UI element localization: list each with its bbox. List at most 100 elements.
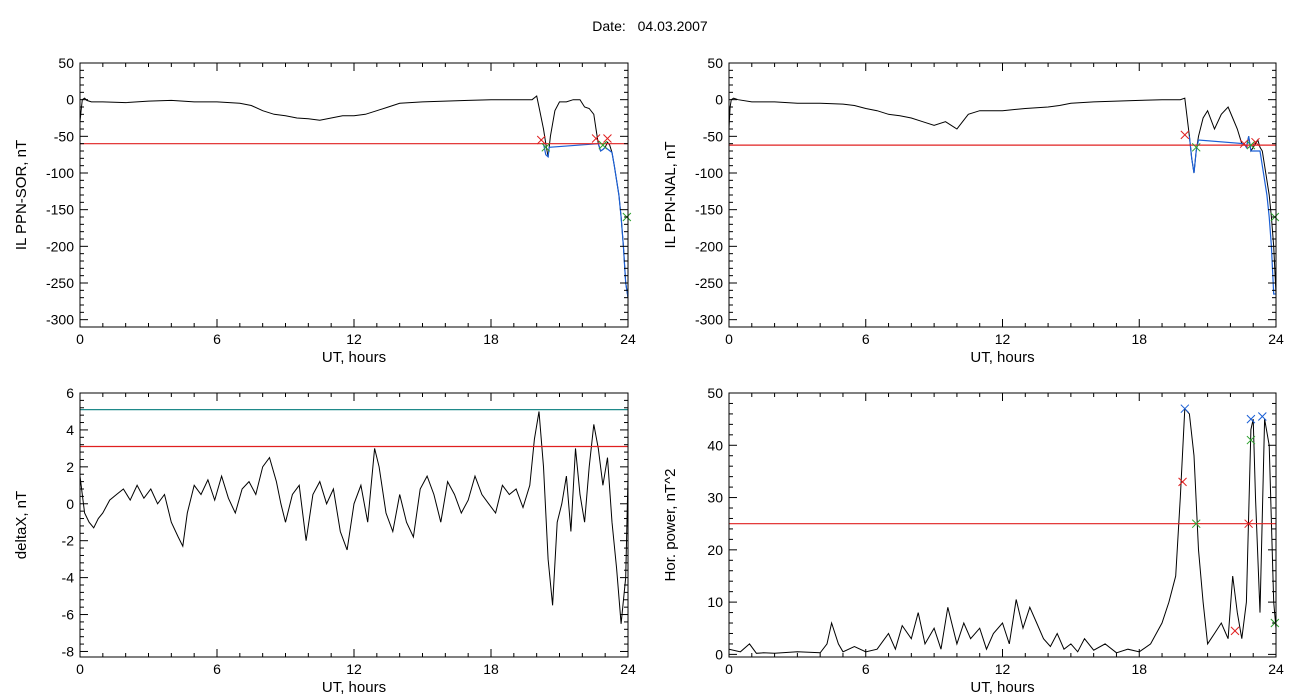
y-tick-label: -150 — [46, 202, 74, 218]
chart-panel-3: 0 6 12 18 24 6 4 2 0 -2 -4 -6 -8 UT, hours deltaX, nT — [13, 385, 636, 696]
marker-cross — [1246, 140, 1256, 150]
series-line — [80, 411, 628, 624]
y-tick-label: -200 — [695, 238, 723, 254]
marker-stroke — [1246, 435, 1256, 445]
x-tick-label: 12 — [346, 661, 362, 677]
y-tick-label: 0 — [66, 92, 74, 108]
x-axis-label: UT, hours — [322, 349, 386, 366]
y-tick-label: 40 — [707, 437, 723, 453]
x-tick-label: 18 — [483, 331, 499, 347]
y-tick-label: 50 — [58, 55, 74, 71]
marker-cross — [1191, 519, 1201, 529]
x-tick-label: 18 — [483, 661, 499, 677]
x-tick-label: 6 — [862, 331, 870, 347]
y-tick-label: -300 — [46, 312, 74, 328]
marker-stroke — [1178, 477, 1187, 487]
y-tick-label: -200 — [46, 238, 74, 254]
x-tick-label: 18 — [1131, 661, 1147, 677]
x-tick-label: 0 — [725, 331, 733, 347]
marker-cross — [1180, 130, 1190, 140]
series-line — [729, 97, 1276, 295]
x-axis-label: UT, hours — [322, 679, 386, 696]
y-tick-label: -50 — [54, 128, 74, 144]
x-tick-label: 24 — [620, 661, 636, 677]
marker-cross — [598, 140, 608, 150]
x-tick-label: 12 — [995, 331, 1011, 347]
y-tick-label: 0 — [715, 92, 723, 108]
x-tick-label: 0 — [725, 661, 733, 677]
series-line — [542, 143, 628, 298]
y-tick-label: -8 — [62, 643, 75, 659]
chart-panel-1: 0 6 12 18 24 50 0 -50 -100 -150 -200 -250 -300 UT, ho… — [13, 55, 636, 366]
marker-stroke — [1244, 519, 1254, 529]
y-axis-label: Hor. power, nT^2 — [662, 469, 679, 582]
y-axis-label: IL PPN-SOR, nT — [13, 140, 30, 250]
y-tick-label: -250 — [46, 275, 74, 291]
y-tick-label: -6 — [62, 607, 75, 623]
series-line — [80, 95, 628, 298]
x-axis-label: UT, hours — [970, 349, 1034, 366]
y-tick-label: -300 — [695, 312, 723, 328]
y-tick-label: -250 — [695, 275, 723, 291]
marker-stroke — [1251, 137, 1260, 147]
y-tick-label: 6 — [66, 385, 74, 401]
y-tick-label: -150 — [695, 202, 723, 218]
y-tick-label: 4 — [66, 422, 74, 438]
x-tick-label: 12 — [995, 661, 1011, 677]
marker-stroke — [1180, 130, 1190, 140]
y-tick-label: 0 — [715, 646, 723, 662]
plot-frame — [79, 62, 629, 328]
series-line — [1188, 136, 1276, 295]
y-tick-label: 20 — [707, 542, 723, 558]
x-tick-label: 24 — [1268, 331, 1284, 347]
y-tick-label: 2 — [66, 459, 74, 475]
x-tick-label: 0 — [76, 331, 84, 347]
marker-cross — [1239, 139, 1249, 149]
marker-stroke — [1246, 140, 1256, 150]
x-tick-label: 0 — [76, 661, 84, 677]
marker-cross — [1257, 412, 1267, 421]
figure-title: Date: 04.03.2007 — [0, 18, 1300, 34]
marker-stroke — [1230, 626, 1240, 636]
marker-cross — [591, 134, 601, 143]
series-line — [729, 407, 1276, 654]
x-tick-label: 12 — [346, 331, 362, 347]
y-axis-label: deltaX, nT — [13, 491, 30, 559]
marker-stroke — [1180, 404, 1190, 414]
y-tick-label: -100 — [46, 165, 74, 181]
y-tick-label: -100 — [695, 165, 723, 181]
marker-cross — [1246, 414, 1256, 424]
marker-cross — [541, 142, 551, 152]
marker-stroke — [536, 135, 546, 145]
x-tick-label: 24 — [1268, 661, 1284, 677]
y-tick-label: -4 — [62, 570, 75, 586]
marker-stroke — [598, 140, 608, 150]
y-tick-label: 30 — [707, 490, 723, 506]
chart-panel-4: 0 6 12 18 24 50 40 30 20 10 0 UT, hours Hor. power, … — [662, 385, 1284, 696]
marker-stroke — [591, 134, 601, 143]
marker-stroke — [541, 142, 551, 152]
figure-title-label: Date: — [592, 18, 626, 34]
y-tick-label: 50 — [707, 385, 723, 401]
plot-frame — [728, 392, 1277, 658]
x-tick-label: 24 — [620, 331, 636, 347]
x-axis-label: UT, hours — [970, 679, 1034, 696]
marker-cross — [536, 135, 546, 145]
marker-stroke — [1257, 412, 1267, 421]
figure-title-date: 04.03.2007 — [637, 18, 708, 34]
marker-stroke — [603, 134, 612, 143]
y-tick-label: 10 — [707, 594, 723, 610]
marker-stroke — [1246, 414, 1256, 424]
x-tick-label: 6 — [862, 661, 870, 677]
marker-cross — [1191, 142, 1201, 152]
y-tick-label: -2 — [62, 533, 75, 549]
chart-panel-2: 0 6 12 18 24 50 0 -50 -100 -150 -200 -250 -300 UT, ho… — [662, 55, 1284, 366]
marker-stroke — [1191, 142, 1201, 152]
marker-cross — [1246, 435, 1256, 445]
y-tick-label: 50 — [707, 55, 723, 71]
x-tick-label: 18 — [1131, 331, 1147, 347]
marker-cross — [1244, 519, 1254, 529]
x-tick-label: 6 — [213, 661, 221, 677]
marker-cross — [603, 134, 612, 143]
marker-cross — [1230, 626, 1240, 636]
